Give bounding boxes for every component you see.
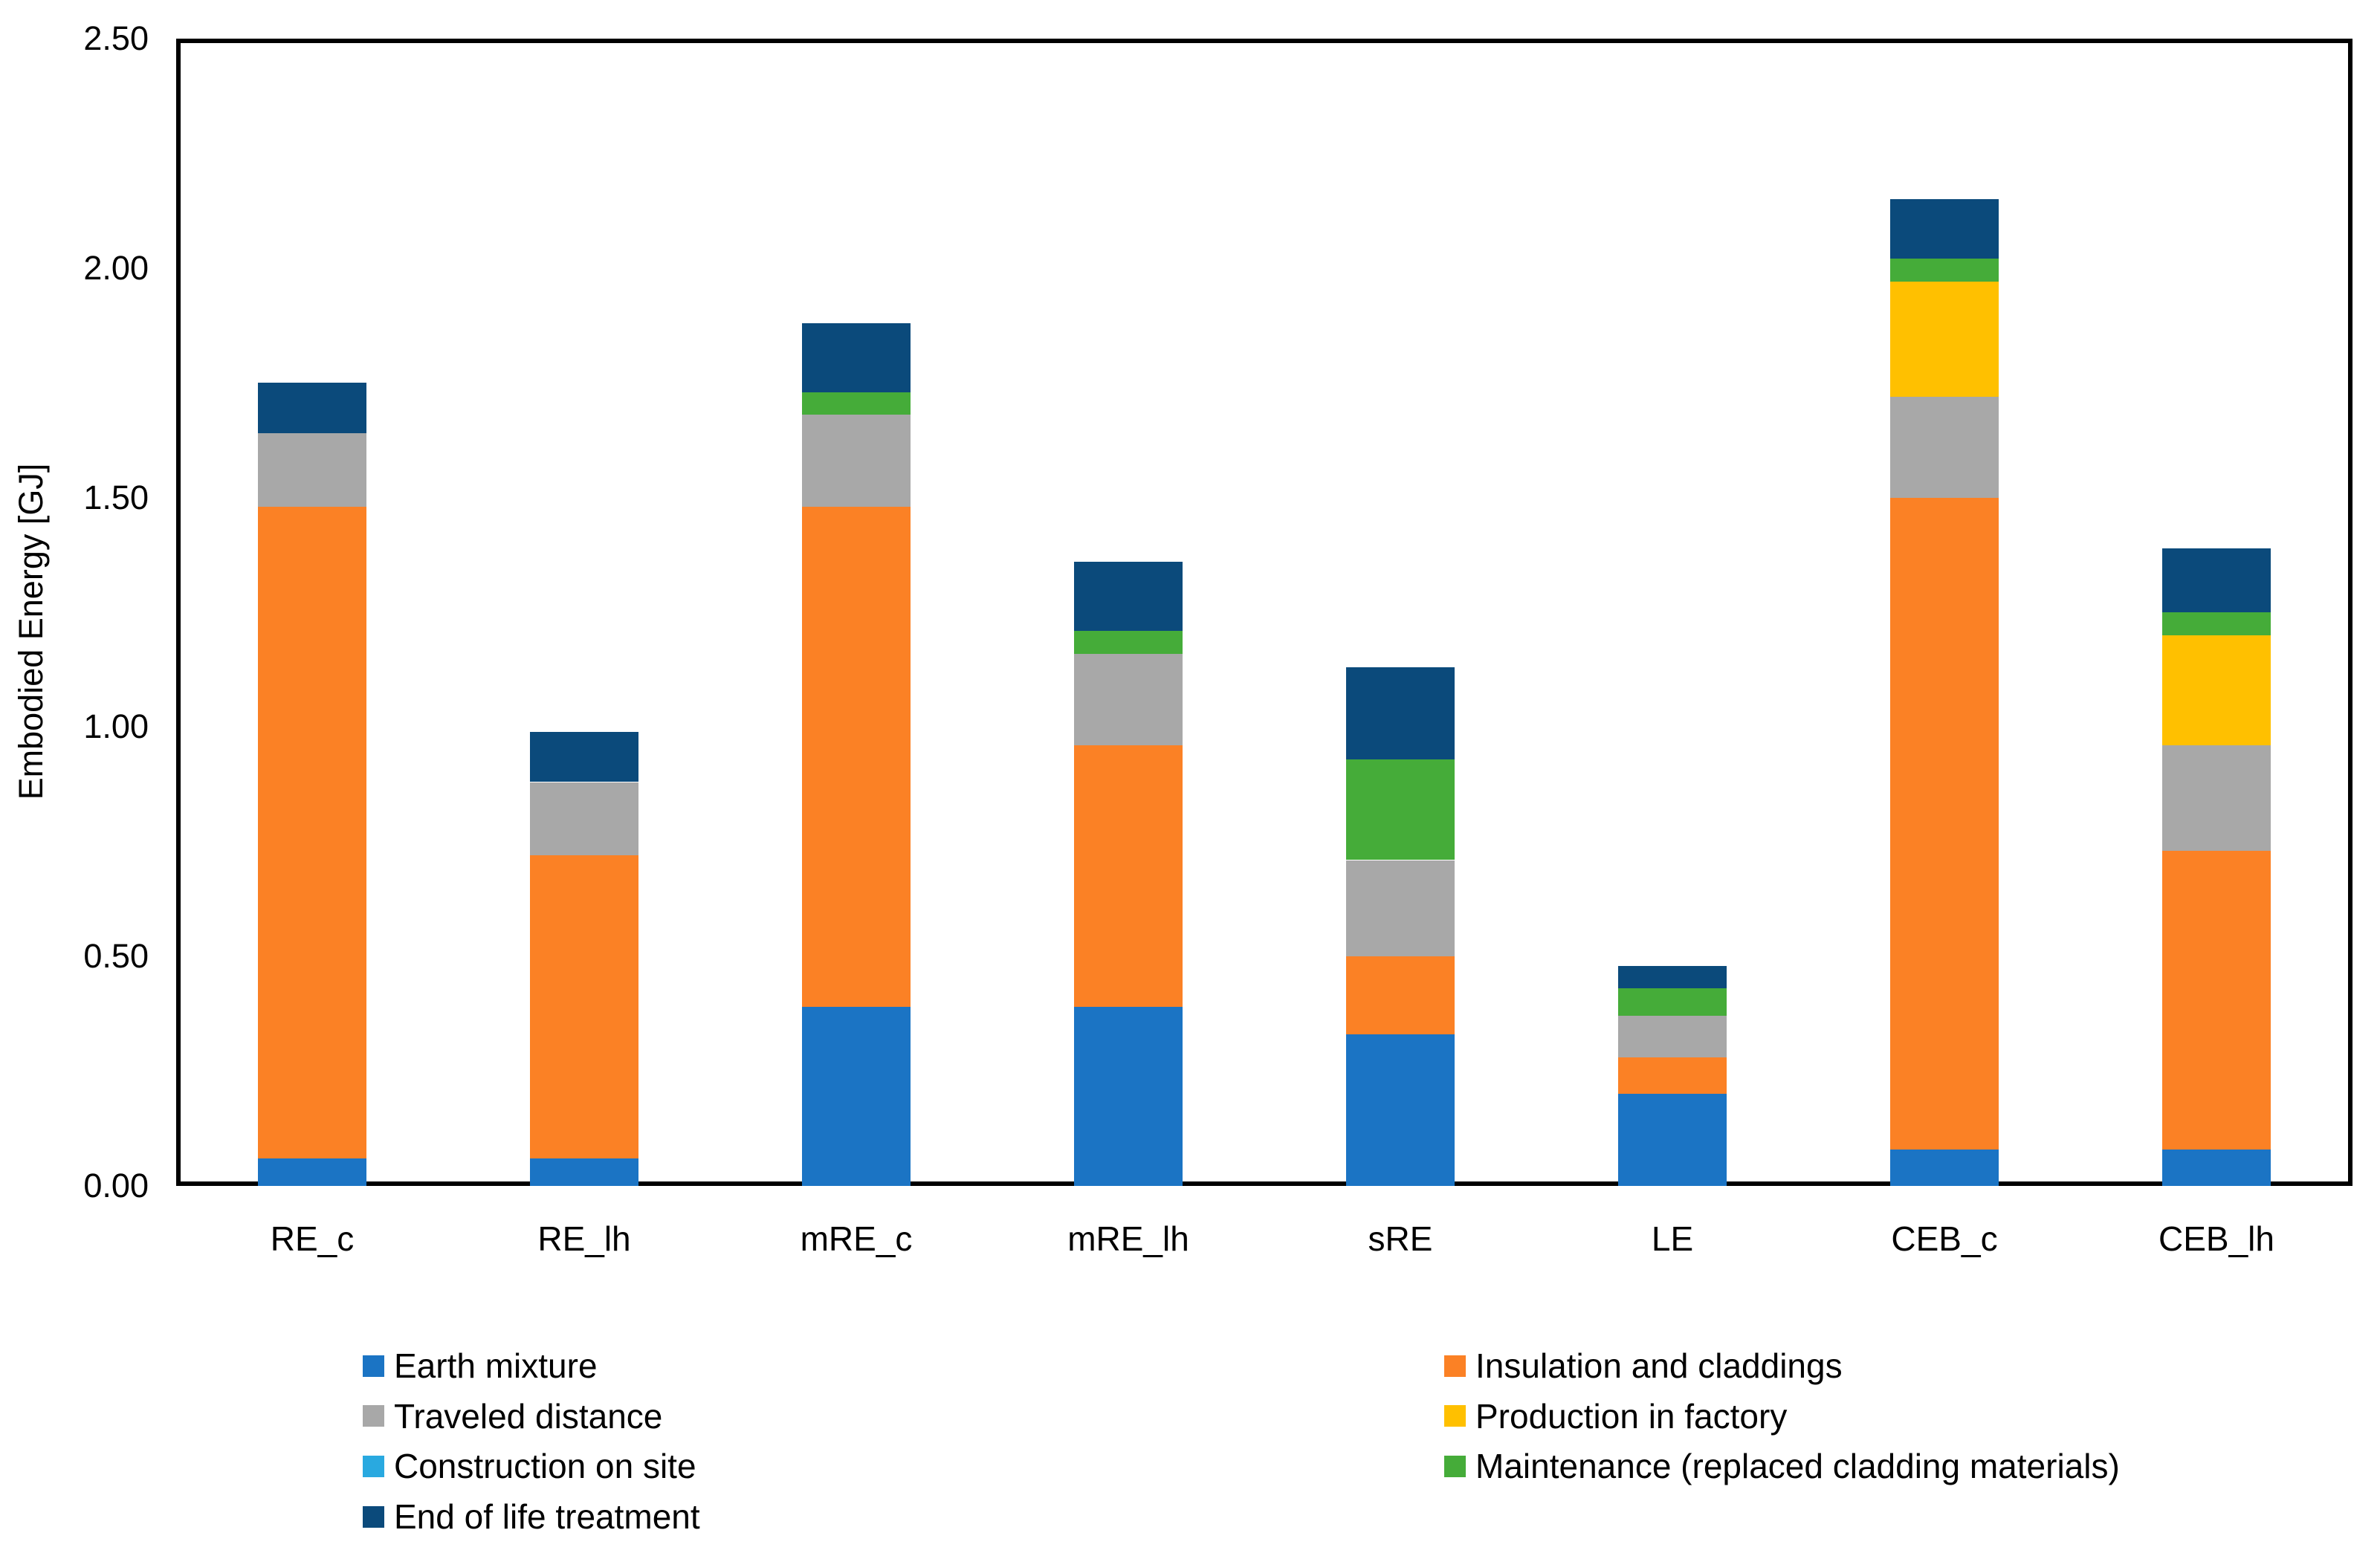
- bar-segment-end-of-life-treatment-re_lh: [530, 731, 638, 782]
- bar-segment-end-of-life-treatment-le: [1618, 965, 1727, 989]
- x-axis-category-label-re_lh: RE_lh: [537, 1219, 631, 1258]
- y-axis-tick-label: 0.50: [83, 937, 149, 976]
- x-axis-category-label-ceb_c: CEB_c: [1891, 1219, 1998, 1258]
- bar-segment-insulation-and-claddings-mre_c: [802, 506, 911, 1008]
- bar-segment-end-of-life-treatment-sre: [1346, 667, 1455, 759]
- bar-segment-traveled-distance-re_c: [258, 433, 366, 507]
- y-axis-tick-label: 2.00: [83, 248, 149, 287]
- legend-item-maintenance-replaced-cladding-materials: Maintenance (replaced cladding materials…: [1444, 1447, 2120, 1485]
- bar-segment-traveled-distance-sre: [1346, 860, 1455, 957]
- bar-segment-earth-mixture-sre: [1346, 1034, 1455, 1186]
- y-axis-tick-label: 1.50: [83, 478, 149, 516]
- bar-segment-maintenance-replaced-cladding-materials-mre_lh: [1074, 630, 1183, 654]
- legend-label: Construction on site: [394, 1447, 696, 1486]
- bar-segment-production-in-factory-ceb_c: [1890, 282, 1999, 397]
- bar-segment-earth-mixture-re_lh: [530, 1158, 638, 1186]
- bar-segment-insulation-and-claddings-mre_lh: [1074, 745, 1183, 1008]
- bar-segment-end-of-life-treatment-ceb_c: [1890, 199, 1999, 259]
- bar-segment-maintenance-replaced-cladding-materials-ceb_lh: [2162, 612, 2271, 635]
- legend-swatch-icon: [363, 1405, 384, 1427]
- legend-item-end-of-life-treatment: End of life treatment: [363, 1498, 700, 1535]
- x-axis-category-label-ceb_lh: CEB_lh: [2159, 1219, 2274, 1258]
- bar-segment-maintenance-replaced-cladding-materials-sre: [1346, 759, 1455, 860]
- legend-item-insulation-and-claddings: Insulation and claddings: [1444, 1347, 1843, 1384]
- y-axis-tick-label: 1.00: [83, 707, 149, 746]
- bar-segment-end-of-life-treatment-mre_lh: [1074, 562, 1183, 631]
- legend-swatch-icon: [363, 1355, 384, 1377]
- bar-segment-insulation-and-claddings-ceb_c: [1890, 497, 1999, 1150]
- legend-label: Earth mixture: [394, 1346, 598, 1385]
- bar-segment-traveled-distance-le: [1618, 1016, 1727, 1058]
- bar-segment-earth-mixture-mre_c: [802, 1007, 911, 1186]
- x-axis-category-label-mre_lh: mRE_lh: [1067, 1219, 1189, 1258]
- x-axis-category-label-re_c: RE_c: [270, 1219, 355, 1258]
- x-axis-category-label-mre_c: mRE_c: [800, 1219, 913, 1258]
- bar-segment-end-of-life-treatment-ceb_lh: [2162, 548, 2271, 612]
- legend-label: Maintenance (replaced cladding materials…: [1475, 1447, 2120, 1486]
- legend-label: Production in factory: [1475, 1396, 1788, 1436]
- bar-segment-earth-mixture-ceb_lh: [2162, 1149, 2271, 1186]
- bar-segment-end-of-life-treatment-re_c: [258, 383, 366, 434]
- bar-segment-earth-mixture-mre_lh: [1074, 1007, 1183, 1186]
- y-axis-tick-label: 0.00: [83, 1167, 149, 1205]
- legend-label: End of life treatment: [394, 1497, 700, 1537]
- legend-swatch-icon: [363, 1455, 384, 1477]
- bar-segment-insulation-and-claddings-ceb_lh: [2162, 851, 2271, 1150]
- bar-segment-earth-mixture-le: [1618, 1094, 1727, 1186]
- bar-segment-earth-mixture-ceb_c: [1890, 1149, 1999, 1186]
- legend-item-construction-on-site: Construction on site: [363, 1447, 696, 1485]
- bar-segment-end-of-life-treatment-mre_c: [802, 322, 911, 392]
- bar-segment-traveled-distance-re_lh: [530, 782, 638, 856]
- bar-segment-maintenance-replaced-cladding-materials-ceb_c: [1890, 259, 1999, 282]
- legend-swatch-icon: [1444, 1455, 1466, 1477]
- bar-segment-traveled-distance-mre_lh: [1074, 653, 1183, 746]
- x-axis-category-label-le: LE: [1651, 1219, 1694, 1258]
- bar-segment-traveled-distance-mre_c: [802, 415, 911, 507]
- bar-segment-traveled-distance-ceb_c: [1890, 396, 1999, 498]
- bar-segment-insulation-and-claddings-re_lh: [530, 855, 638, 1158]
- legend-item-earth-mixture: Earth mixture: [363, 1347, 598, 1384]
- bar-segment-production-in-factory-ceb_lh: [2162, 635, 2271, 746]
- legend-item-traveled-distance: Traveled distance: [363, 1398, 662, 1435]
- bar-segment-maintenance-replaced-cladding-materials-le: [1618, 988, 1727, 1017]
- legend-swatch-icon: [363, 1505, 384, 1528]
- bar-segment-insulation-and-claddings-re_c: [258, 506, 366, 1158]
- legend-label: Traveled distance: [394, 1396, 663, 1436]
- bar-segment-maintenance-replaced-cladding-materials-mre_c: [802, 392, 911, 415]
- legend-label: Insulation and claddings: [1475, 1346, 1843, 1385]
- plot-area: [176, 39, 2352, 1186]
- bar-segment-insulation-and-claddings-le: [1618, 1057, 1727, 1095]
- bar-segment-traveled-distance-ceb_lh: [2162, 745, 2271, 852]
- legend-swatch-icon: [1444, 1355, 1466, 1377]
- bar-segment-earth-mixture-re_c: [258, 1158, 366, 1186]
- bar-segment-insulation-and-claddings-sre: [1346, 956, 1455, 1035]
- x-axis-category-label-sre: sRE: [1368, 1219, 1433, 1258]
- legend-swatch-icon: [1444, 1405, 1466, 1427]
- legend-item-production-in-factory: Production in factory: [1444, 1398, 1787, 1435]
- y-axis-tick-label: 2.50: [83, 19, 149, 57]
